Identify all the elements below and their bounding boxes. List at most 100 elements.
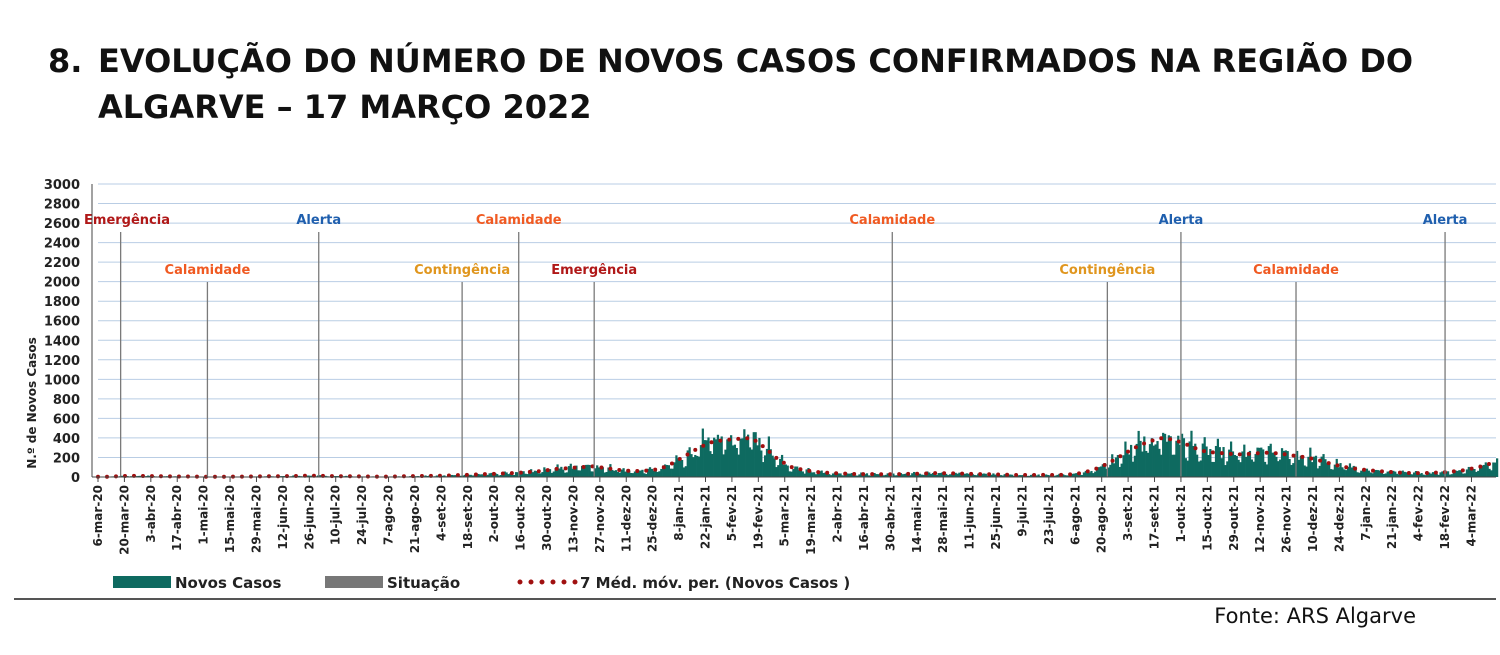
cases-bar (743, 429, 746, 477)
x-tick-label: 5-fev-21 (725, 485, 739, 541)
cases-bar (1371, 473, 1374, 477)
cases-bar (837, 473, 840, 477)
cases-bar (1135, 443, 1138, 477)
cases-bar (928, 472, 931, 477)
cases-bar (565, 472, 569, 477)
cases-bar (1150, 438, 1153, 477)
cases-bar (488, 473, 491, 477)
cases-bar (1173, 454, 1176, 477)
x-tick-label: 25-dez-20 (646, 485, 660, 552)
cases-bar (682, 467, 686, 477)
cases-bar (935, 474, 938, 477)
x-tick-label: 21-ago-20 (408, 485, 422, 553)
cases-bar (911, 473, 914, 477)
cases-bar (1184, 458, 1187, 477)
cases-bar (1390, 473, 1393, 477)
cases-bar (801, 471, 804, 477)
cases-bar (541, 472, 544, 477)
cases-bar (667, 465, 670, 477)
cases-bar (1314, 455, 1318, 477)
cases-bar (1167, 435, 1170, 477)
cases-bar (831, 473, 835, 477)
cases-bar (503, 471, 506, 477)
cases-bar (1316, 468, 1319, 477)
cases-bar (848, 473, 852, 477)
x-tick-label: 30-out-20 (540, 485, 554, 551)
cases-bar (1348, 463, 1352, 477)
x-tick-label: 13-nov-20 (566, 485, 580, 553)
cases-bar (714, 439, 718, 477)
cases-bar (464, 474, 467, 477)
cases-bar (679, 460, 682, 477)
cases-bar (805, 469, 808, 477)
cases-bar (1445, 472, 1448, 477)
cases-bar (1052, 475, 1055, 477)
cases-bar (1362, 469, 1365, 477)
x-tick-label: 16-out-20 (514, 485, 528, 551)
x-tick-label: 11-jun-21 (963, 485, 977, 550)
cases-bar (630, 473, 633, 477)
cases-bar (1329, 469, 1333, 477)
cases-bar (1216, 438, 1220, 477)
cases-bar (1258, 447, 1261, 477)
cases-bar (1365, 468, 1369, 477)
cases-bar (1175, 440, 1178, 477)
cases-bar (1267, 446, 1270, 477)
cases-bar (880, 475, 884, 477)
cases-bar (648, 467, 652, 477)
y-tick-label: 1400 (44, 334, 80, 349)
cases-bar (773, 458, 776, 477)
cases-bar (582, 466, 586, 477)
cases-bar (1079, 474, 1082, 477)
cases-bar (1377, 470, 1380, 477)
cases-bar (1109, 464, 1112, 477)
cases-bar (709, 451, 712, 477)
cases-bar (1452, 471, 1455, 477)
cases-bar (1045, 474, 1048, 477)
cases-bar (865, 473, 869, 477)
state-annotations: Emergência Calamidade Alerta Contingência Ca… (84, 213, 1467, 477)
cases-bar (1265, 464, 1269, 477)
cases-bar (1411, 474, 1414, 477)
x-tick-label: 18-fev-22 (1438, 485, 1452, 550)
cases-bar (1131, 461, 1135, 477)
cases-bar (1458, 470, 1461, 477)
cases-bar (577, 470, 580, 477)
cases-bar (973, 474, 976, 477)
y-tick-label: 200 (53, 451, 80, 466)
cases-bar (1431, 472, 1435, 477)
cases-bar (139, 475, 142, 477)
cases-bar (1403, 471, 1406, 477)
cases-bar (779, 458, 782, 477)
cases-bar (745, 438, 748, 477)
cases-bar (513, 474, 516, 477)
cases-bar (318, 475, 321, 477)
cases-bar (811, 472, 814, 477)
cases-bar (1163, 433, 1167, 477)
cases-bar (960, 475, 963, 477)
cases-bar (452, 475, 455, 477)
cases-bar (1277, 461, 1280, 477)
cases-bar (1496, 458, 1499, 477)
cases-bar (1309, 447, 1312, 477)
cases-bar (762, 462, 765, 477)
cases-bar (1437, 474, 1440, 477)
cases-bar (1046, 475, 1050, 477)
cases-bar (1358, 472, 1361, 477)
cases-bar (1462, 473, 1465, 477)
x-tick-label: 9-jul-21 (1016, 485, 1030, 537)
cases-bar (867, 475, 870, 477)
x-tick-label: 8-jan-21 (672, 485, 686, 541)
cases-bar (618, 472, 621, 477)
cases-bar (607, 467, 610, 477)
cases-bar (1339, 463, 1342, 477)
cases-bar (1333, 464, 1336, 477)
cases-bar (535, 471, 538, 477)
cases-bar (639, 470, 642, 477)
legend-swatch (113, 576, 171, 588)
cases-bar (1180, 433, 1184, 477)
x-tick-label: 20-mar-20 (117, 485, 131, 555)
cases-bar (1207, 455, 1210, 477)
cases-bar (775, 467, 778, 477)
cases-bar (477, 473, 480, 477)
